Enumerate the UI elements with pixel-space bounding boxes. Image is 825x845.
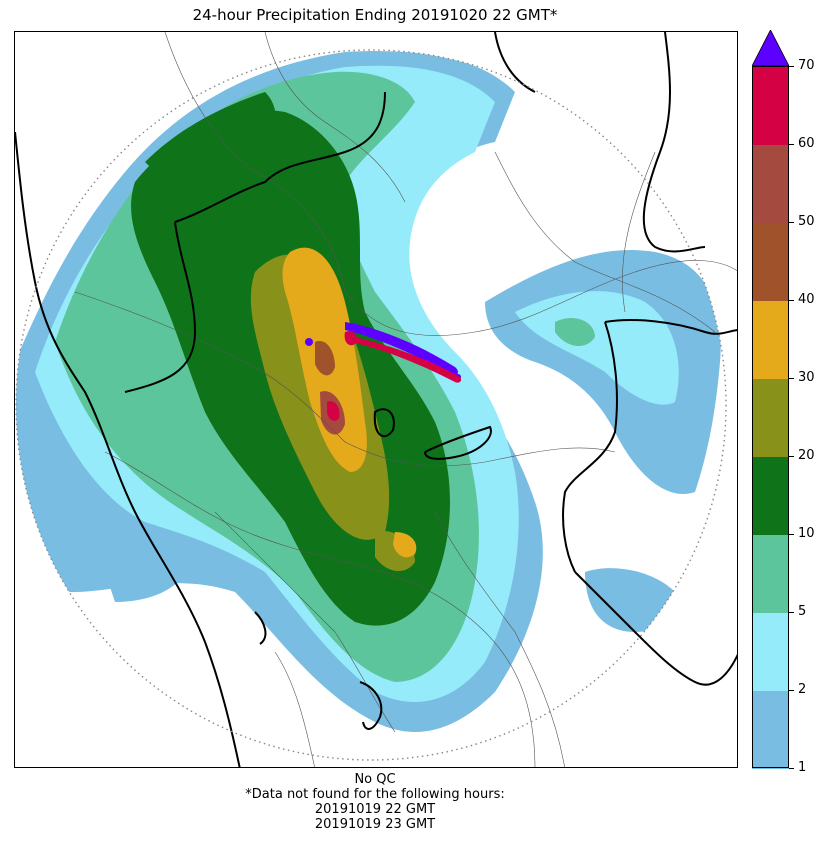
- map-title: 24-hour Precipitation Ending 20191020 22…: [192, 6, 558, 24]
- precip-1-2-area-sw: [105, 557, 185, 602]
- colorbar-tick-label: 5: [798, 604, 807, 619]
- colorbar-bin-60-70: [752, 66, 789, 145]
- precip-1-2-area-southeast: [585, 568, 678, 632]
- colorbar-over-arrow: [752, 30, 789, 67]
- colorbar-tick-mark: [789, 767, 794, 769]
- footer-notes: No QC *Data not found for the following …: [0, 772, 750, 832]
- precip-1-2-area-east: [485, 250, 721, 494]
- radar-map[interactable]: [14, 31, 738, 768]
- colorbar-tick-label: 10: [798, 526, 815, 541]
- state-border-west-inland: [124, 221, 197, 393]
- state-border-south-bay: [359, 681, 383, 730]
- colorbar-tick-label: 40: [798, 292, 815, 307]
- colorbar-tick-label: 60: [798, 136, 815, 151]
- colorbar-tick-label: 30: [798, 370, 815, 385]
- precipitation-colorbar: [752, 66, 789, 769]
- state-border-east-edge: [604, 319, 737, 335]
- state-border-east: [494, 32, 536, 93]
- footer-missing-hour-1: 20191019 22 GMT: [314, 802, 436, 817]
- colorbar-bin-5-10: [752, 534, 789, 613]
- precip-10-20-strip-north: [145, 92, 276, 181]
- colorbar-bin-10-20: [752, 456, 789, 535]
- state-borders: [15, 32, 737, 767]
- radar-range-ring: [15, 49, 727, 761]
- colorbar-tick-label: 1: [798, 760, 807, 775]
- precipitation-field: [16, 51, 721, 732]
- state-border-south-inlet: [254, 611, 267, 645]
- state-border-ne: [642, 32, 706, 253]
- map-canvas: [15, 32, 737, 767]
- footer-no-qc: No QC: [354, 772, 396, 787]
- coastline: [15, 131, 241, 767]
- colorbar-tick-label: 50: [798, 214, 815, 229]
- colorbar-tick-mark: [789, 455, 794, 457]
- colorbar-bin-30-40: [752, 300, 789, 379]
- colorbar-bin-20-30: [752, 378, 789, 457]
- precip-30-40-patch-south: [393, 532, 417, 558]
- colorbar-tick-mark: [789, 221, 794, 223]
- state-border-central-loop: [373, 408, 395, 438]
- colorbar-tick-mark: [789, 377, 794, 379]
- state-border-east-mid: [562, 321, 618, 573]
- precip-5-10-patch-ne: [555, 317, 595, 347]
- state-border-north: [174, 91, 386, 223]
- precip-over-70-dot-1: [305, 338, 313, 346]
- colorbar-bin-50-60: [752, 144, 789, 223]
- colorbar-tick-mark: [789, 143, 794, 145]
- colorbar-bin-2-5: [752, 612, 789, 691]
- colorbar-tick-label: 2: [798, 682, 807, 697]
- colorbar-bin-1-2: [752, 690, 789, 769]
- precip-40-50-cell: [315, 341, 335, 376]
- colorbar-bin-40-50: [752, 222, 789, 301]
- colorbar-tick-label: 20: [798, 448, 815, 463]
- footer-missing-data-note: *Data not found for the following hours:: [245, 787, 505, 802]
- colorbar-tick-label: 70: [798, 58, 815, 73]
- colorbar-tick-mark: [789, 299, 794, 301]
- state-border-southeast: [574, 571, 737, 686]
- colorbar-tick-mark: [789, 689, 794, 691]
- colorbar-tick-mark: [789, 611, 794, 613]
- colorbar-tick-mark: [789, 65, 794, 67]
- precip-60-70-cell-1: [327, 401, 340, 421]
- footer-missing-hour-2: 20191019 23 GMT: [314, 817, 436, 832]
- district-borders: [74, 32, 737, 767]
- precip-60-70-cell-2: [344, 331, 357, 346]
- colorbar-tick-mark: [789, 533, 794, 535]
- precip-60-70-streak: [355, 337, 462, 383]
- state-border-east-lake: [424, 425, 492, 460]
